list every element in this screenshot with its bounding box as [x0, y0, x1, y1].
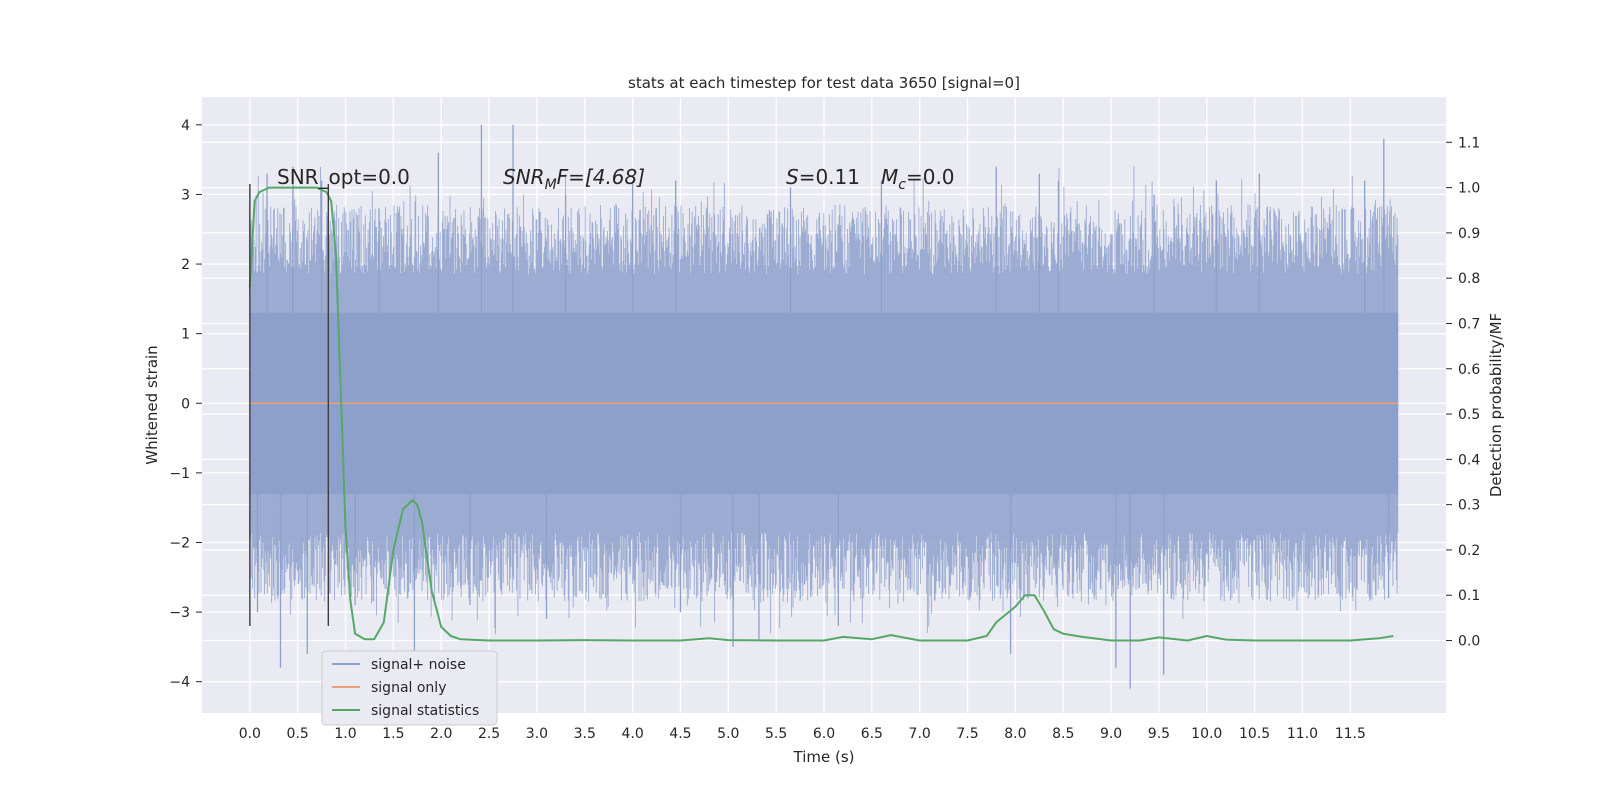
x-tick-label: 3.5: [574, 726, 596, 742]
y-axis-label: Whitened strain: [143, 345, 161, 464]
x-tick-label: 7.5: [956, 726, 978, 742]
annotation-snr-opt: SNR_opt=0.0: [277, 165, 410, 189]
x-tick-label: 9.0: [1100, 726, 1122, 742]
y2-tick-label: 0.8: [1458, 271, 1480, 287]
y2-axis-label: Detection probability/MF: [1487, 313, 1505, 497]
y2-tick-label: 0.1: [1458, 588, 1480, 604]
marker-lines: [249, 184, 330, 626]
legend-label-signal: signal only: [371, 680, 446, 696]
x-tick-label: 7.0: [909, 726, 931, 742]
x-tick-label: 5.0: [717, 726, 739, 742]
x-tick-label: 11.5: [1335, 726, 1366, 742]
y-tick-label: 3: [181, 187, 190, 203]
y-tick-label: 4: [181, 118, 190, 134]
x-tick-label: 2.5: [478, 726, 500, 742]
y2-tick-label: 0.4: [1458, 452, 1480, 468]
x-tick-label: 0.0: [239, 726, 261, 742]
y-axis-ticks: 4 3 2 1 0 −1 −2 −3 −4: [169, 118, 202, 691]
y-tick-label: 0: [181, 396, 190, 412]
legend-label-stats: signal statistics: [371, 703, 479, 719]
x-tick-label: 4.0: [621, 726, 643, 742]
annotation-snr-mf: SNRMF=[4.68]: [503, 165, 645, 193]
y2-axis-ticks: 1.1 1.0 0.9 0.8 0.7 0.6 0.5 0.4 0.3 0.2 0.1 0.0: [1446, 135, 1480, 650]
y2-tick-label: 0.6: [1458, 362, 1480, 378]
x-axis-ticks: 0.0 0.5 1.0 1.5 2.0 2.5 3.0 3.5 4.0 4.5 5.0 5.5 6.0 6…: [239, 726, 1366, 742]
x-tick-label: 5.5: [765, 726, 787, 742]
y-tick-label: 2: [181, 257, 190, 273]
statistics-line: [248, 186, 1394, 642]
y2-tick-label: 0.5: [1458, 407, 1480, 423]
y2-tick-label: 0.2: [1458, 543, 1480, 559]
chart-title: stats at each timestep for test data 365…: [628, 74, 1020, 92]
x-tick-label: 3.0: [526, 726, 548, 742]
x-tick-label: 1.0: [334, 726, 356, 742]
y2-tick-label: 1.0: [1458, 181, 1480, 197]
x-tick-label: 11.0: [1287, 726, 1318, 742]
x-tick-label: 10.5: [1239, 726, 1270, 742]
x-tick-label: 1.5: [382, 726, 404, 742]
y2-tick-label: 0.7: [1458, 316, 1480, 332]
y2-tick-label: 0.9: [1458, 226, 1480, 242]
annotation-mc: Mc=0.0: [881, 165, 955, 193]
x-tick-label: 6.5: [861, 726, 883, 742]
x-tick-label: 9.5: [1148, 726, 1170, 742]
x-axis-label: Time (s): [793, 748, 855, 766]
annotation-s: S=0.11: [786, 165, 860, 189]
legend-box: [321, 650, 498, 726]
y-tick-label: −4: [169, 675, 190, 691]
y-tick-label: −1: [169, 466, 190, 482]
y-tick-label: 1: [181, 327, 190, 343]
x-tick-label: 6.0: [813, 726, 835, 742]
y-tick-label: −2: [169, 535, 190, 551]
statistics-layer: [248, 186, 1394, 642]
x-tick-label: 4.5: [669, 726, 691, 742]
y-tick-label: −3: [169, 605, 190, 621]
y2-tick-label: 0.3: [1458, 498, 1480, 514]
x-tick-label: 8.5: [1052, 726, 1074, 742]
legend-label-noise: signal+ noise: [371, 657, 466, 673]
x-tick-label: 2.0: [430, 726, 452, 742]
legend: signal+ noise signal only signal statist…: [321, 650, 498, 726]
x-tick-label: 0.5: [287, 726, 309, 742]
y2-tick-label: 0.0: [1458, 634, 1480, 650]
x-tick-label: 10.0: [1191, 726, 1222, 742]
y2-tick-label: 1.1: [1458, 135, 1480, 151]
x-tick-label: 8.0: [1004, 726, 1026, 742]
